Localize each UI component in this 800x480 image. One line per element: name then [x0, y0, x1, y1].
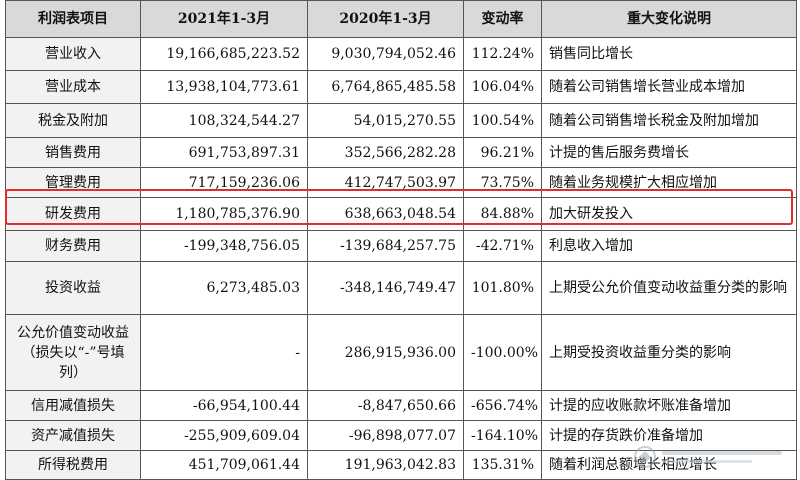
header-item: 利润表项目: [5, 0, 141, 38]
table-row: 税金及附加 108,324,544.27 54,015,270.55 100.5…: [5, 103, 797, 138]
table-row: 投资收益 6,273,485.03 -348,146,749.47 101.80…: [5, 261, 797, 315]
row-2020: 638,663,048.54: [307, 197, 464, 231]
table-row: 信用减值损失 -66,954,100.44 -8,847,650.66 -656…: [5, 390, 797, 421]
row-rate: 73.75%: [463, 167, 542, 198]
row-2021: 691,753,897.31: [140, 137, 308, 168]
row-2021: 1,180,785,376.90: [140, 197, 308, 231]
row-note: 随着公司销售增长税金及附加增加: [541, 103, 797, 138]
row-note: 随着公司销售增长营业成本增加: [541, 70, 797, 104]
row-2020: -348,146,749.47: [307, 261, 464, 315]
row-2020: -8,847,650.66: [307, 390, 464, 421]
row-note: 计提的存货跌价准备增加: [541, 420, 797, 451]
row-item: 营业收入: [5, 37, 141, 71]
row-rate: 84.88%: [463, 197, 542, 231]
row-2020: 9,030,794,052.46: [307, 37, 464, 71]
row-2020: 412,747,503.97: [307, 167, 464, 198]
header-row: 利润表项目 2021年1-3月 2020年1-3月 变动率 重大变化说明: [5, 0, 797, 38]
row-2021: -255,909,609.04: [140, 420, 308, 451]
row-2020: 286,915,936.00: [307, 314, 464, 391]
header-note: 重大变化说明: [541, 0, 797, 38]
profit-statement-table: 利润表项目 2021年1-3月 2020年1-3月 变动率 重大变化说明 营业收…: [5, 0, 797, 480]
row-item: 资产减值损失: [5, 420, 141, 451]
table-row: 公允价值变动收益（损失以“-”号填列） - 286,915,936.00 -10…: [5, 314, 797, 391]
row-item: 所得税费用: [5, 450, 141, 480]
row-2020: 191,963,042.83: [307, 450, 464, 480]
row-item: 营业成本: [5, 70, 141, 104]
table-row: 销售费用 691,753,897.31 352,566,282.28 96.21…: [5, 137, 797, 168]
row-rate: 106.04%: [463, 70, 542, 104]
header-2021: 2021年1-3月: [140, 0, 308, 38]
row-note: 计提的售后服务费增长: [541, 137, 797, 168]
row-2020: 6,764,865,485.58: [307, 70, 464, 104]
row-rate: -42.71%: [463, 230, 542, 262]
table-row: 营业成本 13,938,104,773.61 6,764,865,485.58 …: [5, 70, 797, 104]
row-note: 计提的应收账款坏账准备增加: [541, 390, 797, 421]
row-2020: 352,566,282.28: [307, 137, 464, 168]
row-rate: 135.31%: [463, 450, 542, 480]
header-rate: 变动率: [463, 0, 542, 38]
row-rate: 101.80%: [463, 261, 542, 315]
row-item: 销售费用: [5, 137, 141, 168]
row-item: 投资收益: [5, 261, 141, 315]
row-2021: 19,166,685,223.52: [140, 37, 308, 71]
row-item: 研发费用: [5, 197, 141, 231]
row-2020: -96,898,077.07: [307, 420, 464, 451]
row-item: 公允价值变动收益（损失以“-”号填列）: [5, 314, 141, 391]
row-rate: -164.10%: [463, 420, 542, 451]
row-2021: 6,273,485.03: [140, 261, 308, 315]
row-rate: 100.54%: [463, 103, 542, 138]
row-2021: 108,324,544.27: [140, 103, 308, 138]
header-2020: 2020年1-3月: [307, 0, 464, 38]
row-item: 税金及附加: [5, 103, 141, 138]
row-2021: 451,709,061.44: [140, 450, 308, 480]
row-2021: 13,938,104,773.61: [140, 70, 308, 104]
row-2021: -199,348,756.05: [140, 230, 308, 262]
table-row: 财务费用 -199,348,756.05 -139,684,257.75 -42…: [5, 230, 797, 262]
row-2020: 54,015,270.55: [307, 103, 464, 138]
row-note: 上期受公允价值变动收益重分类的影响: [541, 261, 797, 315]
row-item: 管理费用: [5, 167, 141, 198]
row-note: 利息收入增加: [541, 230, 797, 262]
row-2021: -: [140, 314, 308, 391]
row-rate: 112.24%: [463, 37, 542, 71]
table-row: 资产减值损失 -255,909,609.04 -96,898,077.07 -1…: [5, 420, 797, 451]
table-body: 营业收入 19,166,685,223.52 9,030,794,052.46 …: [5, 37, 797, 480]
row-rate: -100.00%: [463, 314, 542, 391]
row-rate: -656.74%: [463, 390, 542, 421]
row-item: 信用减值损失: [5, 390, 141, 421]
row-note: 加大研发投入: [541, 197, 797, 231]
row-note: 随着业务规模扩大相应增加: [541, 167, 797, 198]
row-2021: 717,159,236.06: [140, 167, 308, 198]
row-rate: 96.21%: [463, 137, 542, 168]
row-item: 财务费用: [5, 230, 141, 262]
table-row: 营业收入 19,166,685,223.52 9,030,794,052.46 …: [5, 37, 797, 71]
row-2020: -139,684,257.75: [307, 230, 464, 262]
table-header: 利润表项目 2021年1-3月 2020年1-3月 变动率 重大变化说明: [5, 0, 797, 38]
table-row: 管理费用 717,159,236.06 412,747,503.97 73.75…: [5, 167, 797, 198]
table-row: 所得税费用 451,709,061.44 191,963,042.83 135.…: [5, 450, 797, 480]
row-note: 上期受投资收益重分类的影响: [541, 314, 797, 391]
row-2021: -66,954,100.44: [140, 390, 308, 421]
row-note: 随着利润总额增长相应增长: [541, 450, 797, 480]
table-row-highlighted: 研发费用 1,180,785,376.90 638,663,048.54 84.…: [5, 197, 797, 231]
row-note: 销售同比增长: [541, 37, 797, 71]
